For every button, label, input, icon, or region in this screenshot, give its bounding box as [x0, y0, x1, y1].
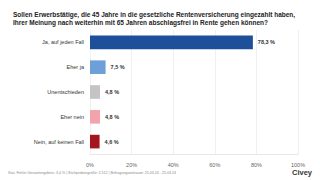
svg-text:4,6 %: 4,6 %	[105, 139, 119, 145]
svg-text:Ihrer Meinung nach weiterhin m: Ihrer Meinung nach weiterhin mit 65 Jahr…	[13, 19, 268, 27]
svg-text:Eher nein: Eher nein	[60, 114, 84, 120]
svg-text:Sollen Erwerbstätige, die 45 J: Sollen Erwerbstätige, die 45 Jahre in di…	[13, 11, 297, 19]
svg-text:4,8 %: 4,8 %	[105, 114, 119, 120]
svg-text:40%: 40%	[168, 162, 179, 168]
svg-text:78,3 %: 78,3 %	[258, 39, 275, 45]
svg-text:100%: 100%	[291, 162, 305, 168]
svg-text:Civey: Civey	[292, 168, 313, 177]
svg-text:4,8 %: 4,8 %	[105, 89, 119, 95]
svg-text:80%: 80%	[251, 162, 262, 168]
svg-text:Stat. Fehler Gesamtergebnis: 3: Stat. Fehler Gesamtergebnis: 3,4 % | Sti…	[8, 171, 176, 175]
svg-text:Unentschieden: Unentschieden	[47, 89, 84, 95]
svg-text:Nein, auf keinen Fall: Nein, auf keinen Fall	[34, 139, 84, 145]
svg-text:7,5 %: 7,5 %	[111, 64, 125, 70]
svg-text:Ja, auf jeden Fall: Ja, auf jeden Fall	[42, 39, 84, 45]
svg-text:20%: 20%	[126, 162, 137, 168]
svg-text:60%: 60%	[209, 162, 220, 168]
svg-text:0%: 0%	[86, 162, 94, 168]
svg-text:Eher ja: Eher ja	[67, 64, 85, 70]
